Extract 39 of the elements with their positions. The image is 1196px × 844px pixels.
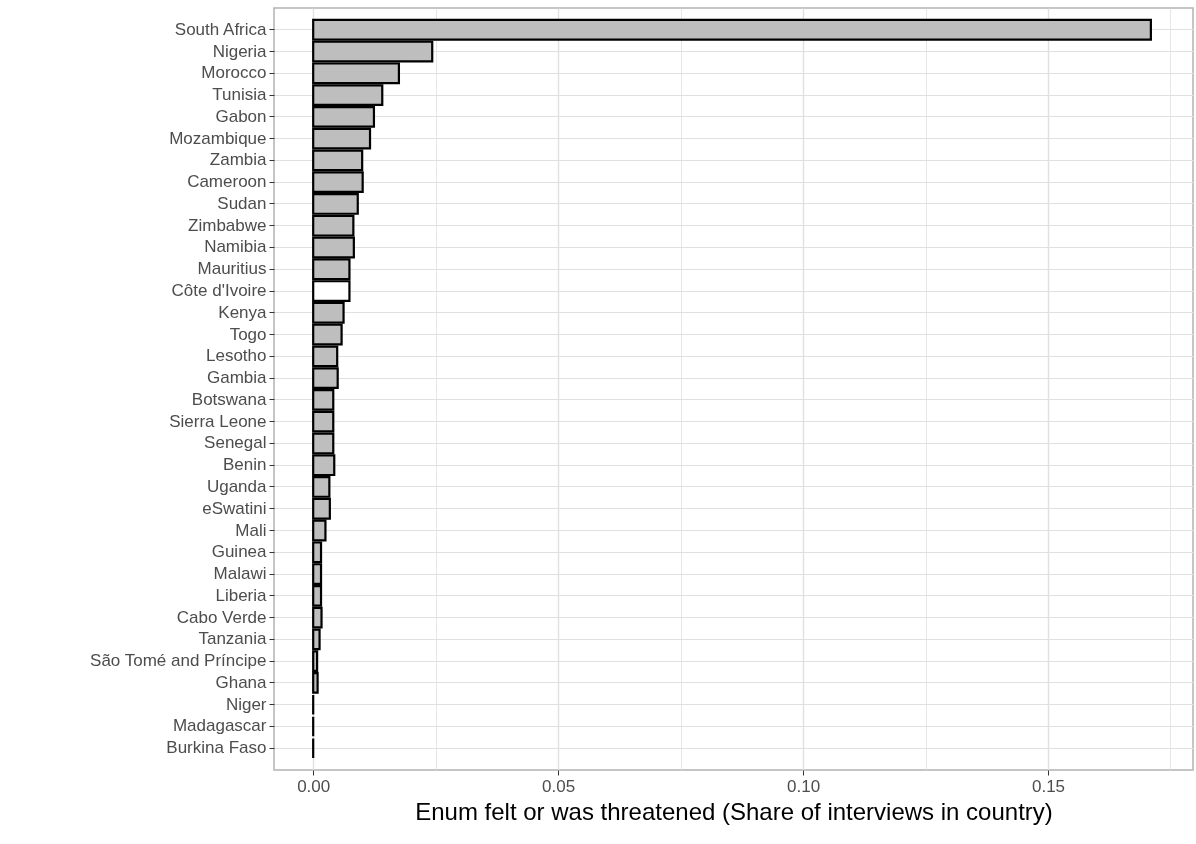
y-tick-label: Gambia (206, 368, 268, 388)
y-tick-label: Nigeria (212, 41, 268, 61)
x-tick-label: 0.10 (787, 776, 821, 796)
y-tick-label: Zambia (209, 150, 268, 170)
y-tick-label: Guinea (211, 542, 268, 562)
y-tick-label: Benin (223, 455, 267, 475)
y-tick-label: Togo (229, 324, 267, 344)
y-tick-label: eSwatini (202, 498, 267, 518)
y-tick-label: Botswana (191, 389, 268, 409)
y-tick-label: Madagascar (172, 716, 267, 736)
y-tick-label: São Tomé and Príncipe (90, 651, 267, 671)
y-tick-label: Zimbabwe (188, 215, 267, 235)
y-tick-label: Sudan (217, 193, 267, 213)
y-tick-label: Sierra Leone (169, 411, 267, 431)
y-tick-label: Cameroon (187, 172, 267, 192)
x-tick-label: 0.05 (542, 776, 576, 796)
x-tick-label: 0.15 (1031, 776, 1066, 796)
x-axis-title: Enum felt or was threatened (Share of interviews in country) (415, 797, 1053, 825)
y-tick-label: Tunisia (212, 85, 268, 105)
y-tick-label: Uganda (206, 476, 268, 496)
y-tick-label: Senegal (204, 433, 267, 453)
y-tick-label: Mozambique (169, 128, 267, 148)
y-tick-label: Kenya (218, 302, 268, 322)
y-tick-label: Morocco (201, 63, 267, 83)
y-tick-label: Liberia (215, 585, 268, 605)
y-tick-label: Mali (235, 520, 267, 540)
y-tick-label: Côte d'Ivoire (171, 281, 267, 301)
y-tick-label: Burkina Faso (166, 738, 267, 758)
x-tick-label: 0.00 (297, 776, 331, 796)
y-tick-label: Ghana (215, 672, 268, 692)
y-tick-label: Cabo Verde (176, 607, 267, 627)
y-tick-label: Namibia (204, 237, 268, 257)
y-tick-label: Mauritius (197, 259, 267, 279)
y-tick-label: Lesotho (206, 346, 267, 366)
y-tick-label: South Africa (174, 19, 268, 39)
y-tick-label: Malawi (213, 564, 267, 584)
y-tick-label: Tanzania (198, 629, 268, 649)
y-tick-label: Niger (225, 694, 267, 714)
y-tick-label: Gabon (215, 106, 267, 126)
